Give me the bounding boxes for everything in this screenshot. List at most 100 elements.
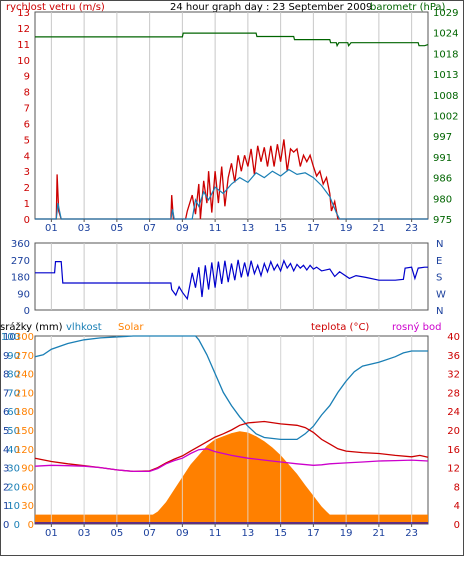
- wind-x-tick: 17: [307, 223, 320, 234]
- temperature-y-tick: 20: [447, 426, 460, 437]
- humidity-y-tick: 90: [7, 351, 20, 362]
- wind-y-tick: 7: [24, 104, 30, 115]
- temperature-x-tick: 13: [242, 528, 255, 539]
- humidity-y-tick: 30: [7, 464, 20, 475]
- solar-y-tick: 30: [21, 501, 34, 512]
- rain-y-tick: 0: [3, 520, 9, 531]
- pressure-y-tick: 1013: [433, 70, 458, 81]
- solar-y-tick: 300: [15, 332, 34, 343]
- wind-y-tick: 11: [17, 40, 30, 51]
- humidity-y-tick: 0: [14, 520, 20, 531]
- wind-y-tick: 9: [24, 72, 30, 83]
- wind-axis-title: rychlost vetru (m/s): [6, 2, 105, 13]
- direction-panel: [34, 242, 429, 311]
- wind-y-tick: 5: [24, 135, 30, 146]
- temperature-y-tick: 4: [454, 501, 460, 512]
- wind-y-tick: 10: [17, 56, 30, 67]
- pressure-y-tick: 986: [433, 174, 452, 185]
- temperature-x-tick: 17: [307, 528, 320, 539]
- temperature-y-tick: 0: [454, 520, 460, 531]
- pressure-y-tick: 975: [433, 215, 452, 226]
- wind-x-tick: 09: [176, 223, 189, 234]
- solar-y-tick: 270: [15, 351, 34, 362]
- pressure-axis-title: barometr (hPa): [370, 2, 446, 13]
- temperature-y-tick: 8: [454, 482, 460, 493]
- wind-y-tick: 13: [17, 8, 30, 19]
- humidity-y-tick: 100: [1, 332, 20, 343]
- temperature-y-tick: 24: [447, 407, 460, 418]
- direction-compass-tick: N: [436, 239, 443, 250]
- rain-y-tick: 3: [3, 464, 9, 475]
- humidity-y-tick: 80: [7, 370, 20, 381]
- wind-x-tick: 11: [209, 223, 222, 234]
- temperature-x-tick: 19: [340, 528, 353, 539]
- wind-avg-line: [35, 168, 428, 220]
- temperature-x-tick: 09: [176, 528, 189, 539]
- solar-axis-title: Solar: [118, 322, 144, 333]
- rain-y-tick: 10: [3, 332, 16, 343]
- temperature-x-tick: 07: [143, 528, 156, 539]
- humidity-y-tick: 10: [7, 501, 20, 512]
- wind-x-tick: 21: [373, 223, 386, 234]
- temperature-x-tick: 11: [209, 528, 222, 539]
- solar-y-tick: 180: [15, 407, 34, 418]
- rain-y-tick: 1: [3, 501, 9, 512]
- temperature-x-tick: 05: [111, 528, 124, 539]
- temperature-x-tick: 23: [405, 528, 418, 539]
- pressure-y-tick: 980: [433, 194, 452, 205]
- rain-y-tick: 7: [3, 388, 9, 399]
- wind-x-tick: 01: [45, 223, 58, 234]
- temperature-y-tick: 16: [447, 445, 460, 456]
- direction-line: [35, 259, 428, 301]
- temperature-x-tick: 03: [78, 528, 91, 539]
- wind-y-tick: 0: [24, 215, 30, 226]
- wind-y-tick: 2: [24, 183, 30, 194]
- humidity-y-tick: 40: [7, 445, 20, 456]
- solar-y-tick: 60: [21, 482, 34, 493]
- solar-y-tick: 210: [15, 388, 34, 399]
- plots: 0123456789101112139759809869919971002100…: [1, 8, 460, 539]
- temperature-y-tick: 32: [447, 370, 460, 381]
- pressure-y-tick: 1024: [433, 29, 458, 40]
- humidity-y-tick: 70: [7, 388, 20, 399]
- wind-x-tick: 19: [340, 223, 353, 234]
- rain-y-tick: 8: [3, 370, 9, 381]
- temperature-x-tick: 01: [45, 528, 58, 539]
- wind-y-tick: 4: [24, 151, 30, 162]
- direction-y-tick: 90: [17, 289, 30, 300]
- direction-compass-tick: S: [436, 273, 442, 284]
- dewpoint-axis-title: rosný bod: [392, 321, 441, 333]
- wind-y-tick: 1: [24, 199, 30, 210]
- wind-x-tick: 05: [111, 223, 124, 234]
- solar-y-tick: 150: [15, 426, 34, 437]
- solar-y-tick: 0: [28, 520, 34, 531]
- temperature-y-tick: 40: [447, 332, 460, 343]
- humidity-axis-title: vlhkost: [66, 322, 102, 333]
- pressure-y-tick: 1002: [433, 112, 458, 123]
- temperature-x-tick: 15: [274, 528, 287, 539]
- pressure-y-tick: 1018: [433, 49, 458, 60]
- direction-y-tick: 270: [11, 256, 30, 267]
- dewpoint-line: [34, 448, 429, 473]
- rain-y-tick: 4: [3, 445, 9, 456]
- solar-y-tick: 90: [21, 464, 34, 475]
- humidity-y-tick: 60: [7, 407, 20, 418]
- temperature-y-tick: 12: [447, 464, 460, 475]
- temperature-y-tick: 28: [447, 388, 460, 399]
- temperature-axis-title: teplota (°C): [311, 322, 369, 333]
- direction-compass-tick: E: [436, 256, 442, 267]
- solar-area: [35, 431, 428, 524]
- wind-x-tick: 23: [405, 223, 418, 234]
- wind-x-tick: 07: [143, 223, 156, 234]
- direction-compass-tick: N: [436, 306, 443, 317]
- humidity-line: [34, 335, 428, 441]
- pressure-line: [35, 32, 429, 48]
- humidity-y-tick: 20: [7, 482, 20, 493]
- temperature-x-tick: 21: [373, 528, 386, 539]
- wind-y-tick: 12: [17, 24, 30, 35]
- wind-x-tick: 03: [78, 223, 91, 234]
- humidity-y-tick: 50: [7, 426, 20, 437]
- direction-y-tick: 0: [24, 306, 30, 317]
- chart-title: 24 hour graph day : 23 September 2009: [170, 2, 372, 13]
